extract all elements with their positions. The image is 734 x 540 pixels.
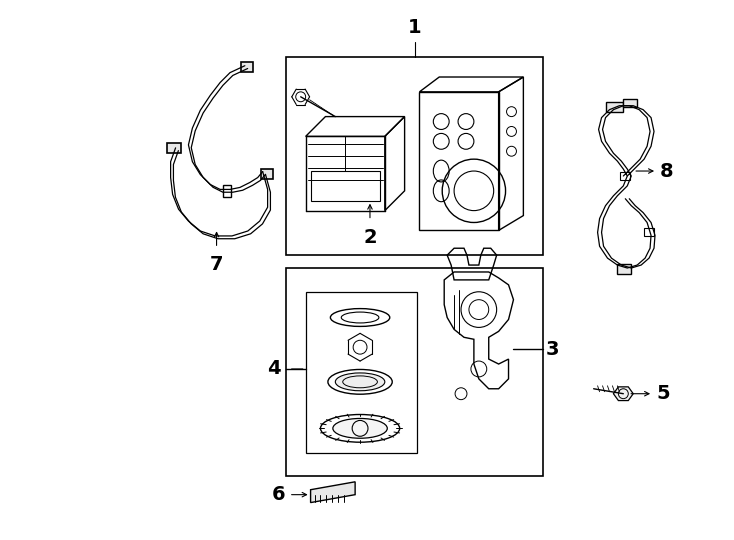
Bar (310, 171, 380, 201)
Bar (623, 99, 637, 107)
Bar (644, 228, 654, 237)
Polygon shape (614, 387, 633, 401)
Bar (241, 62, 253, 72)
Bar (305, 292, 418, 453)
Bar (419, 92, 498, 231)
Bar (286, 57, 543, 255)
Text: 1: 1 (407, 18, 421, 37)
Text: 8: 8 (660, 161, 674, 180)
Polygon shape (310, 482, 355, 503)
Text: 5: 5 (656, 384, 669, 403)
Text: 7: 7 (210, 255, 223, 274)
Bar (620, 172, 631, 180)
Ellipse shape (335, 373, 385, 391)
Bar (617, 264, 631, 274)
Text: 6: 6 (272, 485, 286, 504)
Text: 3: 3 (546, 340, 559, 359)
Bar (606, 102, 623, 112)
Text: 4: 4 (267, 360, 281, 379)
Bar (223, 185, 231, 197)
Text: 2: 2 (363, 228, 377, 247)
Bar (167, 143, 181, 153)
Bar (286, 268, 543, 476)
Bar (261, 169, 273, 179)
Ellipse shape (333, 418, 388, 438)
